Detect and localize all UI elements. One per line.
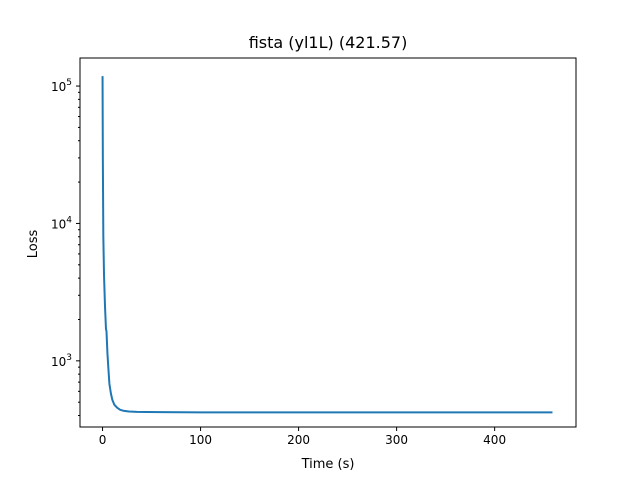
plot-area	[101, 76, 553, 414]
x-axis-ticks: 0 100 200 300 400	[99, 427, 506, 447]
y-tick-exponent: 4	[66, 215, 72, 225]
x-tick-label: 400	[483, 433, 506, 447]
y-tick-base: 10	[51, 217, 66, 231]
x-tick-label: 0	[99, 433, 107, 447]
loss-series-line	[101, 76, 553, 414]
chart-title: fista (yl1L) (421.57)	[249, 33, 408, 52]
x-tick-label: 100	[189, 433, 212, 447]
y-tick-exponent: 3	[66, 353, 72, 363]
y-tick-label: 104	[51, 215, 72, 231]
y-tick-label: 103	[51, 353, 72, 369]
x-tick-label: 200	[287, 433, 310, 447]
y-tick-base: 10	[51, 355, 66, 369]
x-axis-label: Time (s)	[301, 457, 355, 472]
y-tick-exponent: 5	[66, 78, 72, 88]
y-axis-label: Loss	[26, 230, 41, 259]
axes-frame	[79, 57, 577, 428]
y-tick-base: 10	[51, 80, 66, 94]
x-tick-label: 300	[385, 433, 408, 447]
y-tick-label: 105	[51, 78, 72, 94]
